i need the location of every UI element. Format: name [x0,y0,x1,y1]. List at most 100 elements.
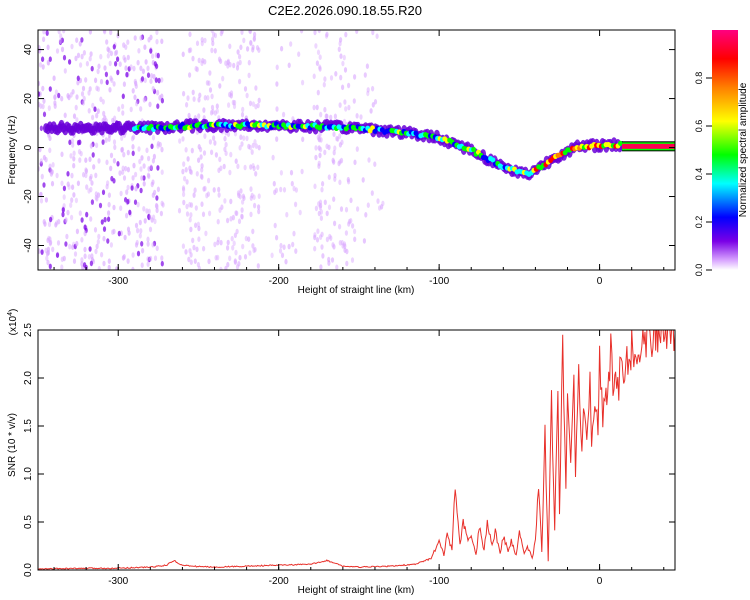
heatmap-cell [321,253,325,259]
heatmap-cell [294,248,298,254]
heatmap-cell [38,146,42,153]
heatmap-cell [371,30,375,36]
heatmap-cell [252,35,256,42]
heatmap-cell [213,48,217,54]
heatmap-cell [78,139,82,146]
heatmap-cell [380,204,384,210]
heatmap-cell [122,151,126,158]
heatmap-cell [100,219,104,225]
heatmap-cell [149,164,153,170]
heatmap-cell [107,258,111,265]
heatmap-cell [41,56,45,62]
heatmap-cell [249,186,253,192]
heatmap-cell [61,207,65,213]
heatmap-cell [80,91,85,97]
heatmap-cell [129,106,133,113]
heatmap-cell [100,251,104,258]
heatmap-cell [84,157,88,163]
heatmap-cell [315,60,319,66]
heatmap-cell [317,145,321,151]
heatmap-cell [42,182,46,188]
heatmap-cell [622,143,675,149]
heatmap-cell [70,197,74,203]
heatmap-cell [149,48,153,54]
heatmap-cell [105,183,109,190]
heatmap-cell [201,211,206,218]
heatmap-cell [314,43,318,49]
heatmap-cell [189,259,193,266]
heatmap-cell [217,192,221,198]
heatmap-cell [177,207,182,214]
heatmap-cell [53,100,57,106]
heatmap-cell [88,86,92,92]
heatmap-cell [94,194,98,201]
heatmap-cell [339,53,343,59]
heatmap-cell [199,154,203,160]
heatmap-cell [193,187,197,193]
heatmap-cell [69,153,73,159]
heatmap-cell [146,261,150,268]
heatmap-cell [233,99,237,106]
heatmap-cell [107,201,111,208]
heatmap-cell [318,199,323,206]
heatmap-cell [136,59,140,66]
heatmap-cell [320,231,324,238]
heatmap-cell [109,50,113,57]
heatmap-cell [188,168,193,175]
heatmap-cell [151,86,155,92]
heatmap-cell [89,173,93,180]
heatmap-cell [94,172,98,179]
heatmap-cell [42,30,46,35]
heatmap-cell [254,143,258,149]
heatmap-cell [140,262,144,269]
heatmap-cell [275,64,279,71]
heatmap-cell [185,102,189,108]
heatmap-cell [238,59,242,66]
heatmap-cell [332,159,336,165]
heatmap-cell [160,169,164,175]
heatmap-cell [228,255,232,262]
heatmap-cell [75,240,79,247]
heatmap-cell [51,162,55,168]
heatmap-cell [87,253,91,260]
snr-lines [38,330,675,570]
heatmap-cell [223,135,227,142]
heatmap-cell [92,164,96,170]
colorbar-ticks: 0.0 0.2 0.4 0.6 0.8 [694,72,712,276]
heatmap-cell [231,245,235,251]
heatmap-cell [243,253,248,260]
heatmap-cell [257,97,261,104]
heatmap-cell [190,147,194,154]
heatmap-cell [287,62,291,69]
heatmap-cell [112,158,116,164]
heatmap-cell [184,147,188,153]
heatmap-cell [88,156,92,163]
heatmap-cell [102,30,106,34]
heatmap-cell [195,40,200,47]
heatmap-cell [38,91,41,97]
heatmap-cell [199,173,203,180]
heatmap-cell [212,135,216,141]
heatmap-cell [112,81,116,87]
heatmap-cell [42,219,46,225]
snr-panel: -300 -200 -100 0 0.0 0.5 1.0 1.5 2.0 2.5 Height o… [7,309,676,596]
heatmap-cell [40,249,44,255]
heatmap-cell [139,228,143,234]
heatmap-cell [143,218,147,224]
snr-x-tick-label: -100 [429,576,449,587]
heatmap-cell [344,31,348,38]
heatmap-cell [319,264,323,270]
heatmap-cell [139,106,143,112]
heatmap-cell [208,139,212,145]
heatmap-cell [213,32,217,39]
heatmap-cell [45,30,49,36]
heatmap-cell [148,214,152,220]
heatmap-cell [156,89,160,96]
heatmap-cell [56,240,61,246]
heatmap-cell [188,72,192,78]
heatmap-y-tick-label: 20 [23,93,34,105]
heatmap-cell [133,199,138,205]
colorbar-tick-label: 0.8 [694,72,704,85]
heatmap-cell [279,186,283,193]
